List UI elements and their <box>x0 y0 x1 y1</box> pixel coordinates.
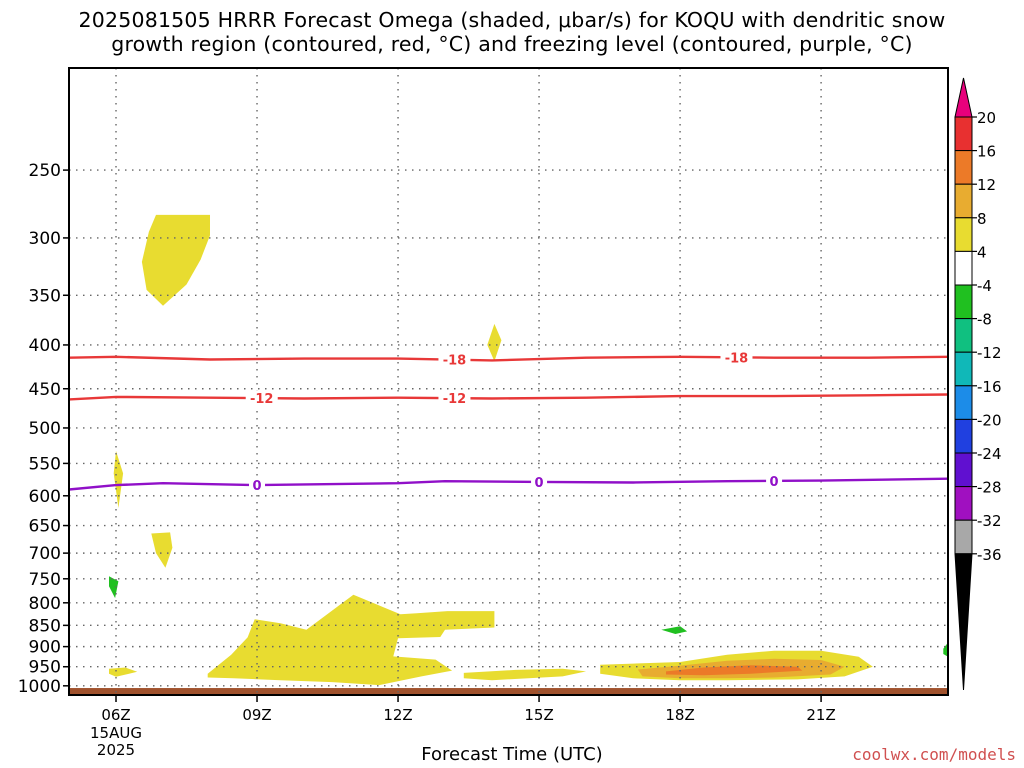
contour-label: -18 <box>725 351 749 366</box>
colorbar-bottom-arrow <box>954 553 973 691</box>
contour-line <box>69 477 948 491</box>
colorbar-segment <box>954 284 973 320</box>
y-tick-label: 900 <box>29 638 61 658</box>
colorbar-segment <box>954 318 973 353</box>
colorbar-label: 4 <box>977 243 987 261</box>
y-tick-label: 750 <box>29 570 61 590</box>
contour-label: -12 <box>443 392 467 407</box>
colorbar-segment <box>954 116 973 152</box>
y-tick-label: 550 <box>29 454 61 474</box>
x-tick-sublabel: 15AUG <box>90 724 142 742</box>
colorbar-label: 16 <box>977 143 996 161</box>
x-tick-label: 18Z <box>665 706 694 724</box>
colorbar-segment <box>954 217 973 252</box>
contour-line <box>69 355 948 362</box>
colorbar-segment <box>954 452 973 488</box>
colorbar-label: -24 <box>977 445 1002 463</box>
chart-title-line2: growth region (contoured, red, °C) and f… <box>111 32 913 56</box>
chart-title-line1: 2025081505 HRRR Forecast Omega (shaded, … <box>78 8 946 32</box>
y-tick-label: 1000 <box>18 677 61 697</box>
colorbar-segment <box>954 519 973 555</box>
y-tick-label: 850 <box>29 616 61 636</box>
colorbar-segment <box>954 150 973 185</box>
colorbar-top-arrow <box>954 77 973 118</box>
contour-label: -12 <box>250 392 274 407</box>
x-tick-label: 06Z <box>101 706 130 724</box>
x-axis-title: Forecast Time (UTC) <box>421 744 603 765</box>
contour-label-bg <box>438 351 471 368</box>
contour-label-bg <box>438 390 471 407</box>
omega-shaded-region <box>207 594 495 686</box>
colorbar-label: -20 <box>977 411 1002 429</box>
contour-label-bg <box>245 390 278 407</box>
contour-label-bg <box>720 349 753 366</box>
omega-shaded-region <box>109 667 138 677</box>
y-tick-label: 400 <box>29 336 61 356</box>
chart-title: 2025081505 HRRR Forecast Omega (shaded, … <box>0 8 1024 56</box>
omega-shaded-region <box>141 214 210 306</box>
x-tick-label: 21Z <box>806 706 835 724</box>
contour-label-bg <box>249 477 266 494</box>
colorbar-label: -16 <box>977 378 1002 396</box>
colorbar-label: 20 <box>977 109 996 127</box>
omega-shaded-region <box>661 626 688 634</box>
x-tick-label: 09Z <box>242 706 271 724</box>
colorbar-label: -32 <box>977 512 1002 530</box>
y-tick-label: 700 <box>29 544 61 564</box>
colorbar-segment <box>954 385 973 420</box>
contour-label: -18 <box>443 354 467 369</box>
y-tick-label: 300 <box>29 229 61 249</box>
omega-shaded-region <box>487 323 502 362</box>
contour-label-bg <box>766 472 783 489</box>
colorbar-segment <box>954 183 973 219</box>
y-tick-label: 800 <box>29 594 61 614</box>
contour-label: 0 <box>535 476 544 491</box>
surface-band <box>69 688 948 695</box>
x-tick-label: 12Z <box>383 706 412 724</box>
y-tick-label: 650 <box>29 517 61 537</box>
colorbar-label: -8 <box>977 311 992 329</box>
x-tick-label: 15Z <box>524 706 553 724</box>
omega-shaded-region <box>109 576 119 599</box>
contour-label: 0 <box>252 479 261 494</box>
colorbar-label: 12 <box>977 176 996 194</box>
y-tick-label: 450 <box>29 380 61 400</box>
plot-frame <box>68 67 949 696</box>
colorbar-segment <box>954 351 973 387</box>
colorbar-label: -4 <box>977 277 992 295</box>
omega-shaded-region <box>943 642 948 657</box>
y-tick-label: 250 <box>29 161 61 181</box>
x-tick-sublabel: 2025 <box>97 741 135 759</box>
omega-shaded-region <box>113 451 124 508</box>
contour-label-bg <box>531 473 548 490</box>
omega-shaded-region <box>151 532 173 568</box>
colorbar-segment <box>954 486 973 521</box>
y-tick-label: 950 <box>29 658 61 678</box>
y-tick-label: 600 <box>29 487 61 507</box>
colorbar-label: -12 <box>977 344 1002 362</box>
site-watermark: coolwx.com/models <box>852 745 1016 764</box>
omega-shaded-region <box>463 668 587 681</box>
plot-area: -18 -18 -12 -12 0 0 0 <box>69 68 948 695</box>
omega-shaded-region <box>666 665 803 676</box>
colorbar-segment <box>954 418 973 454</box>
y-tick-label: 350 <box>29 286 61 306</box>
colorbar-segment <box>954 250 973 286</box>
contour-line <box>69 393 948 401</box>
contour-label: 0 <box>770 475 779 490</box>
colorbar-label: 8 <box>977 210 987 228</box>
y-tick-label: 500 <box>29 419 61 439</box>
colorbar-label: -36 <box>977 546 1002 564</box>
colorbar-label: -28 <box>977 479 1002 497</box>
